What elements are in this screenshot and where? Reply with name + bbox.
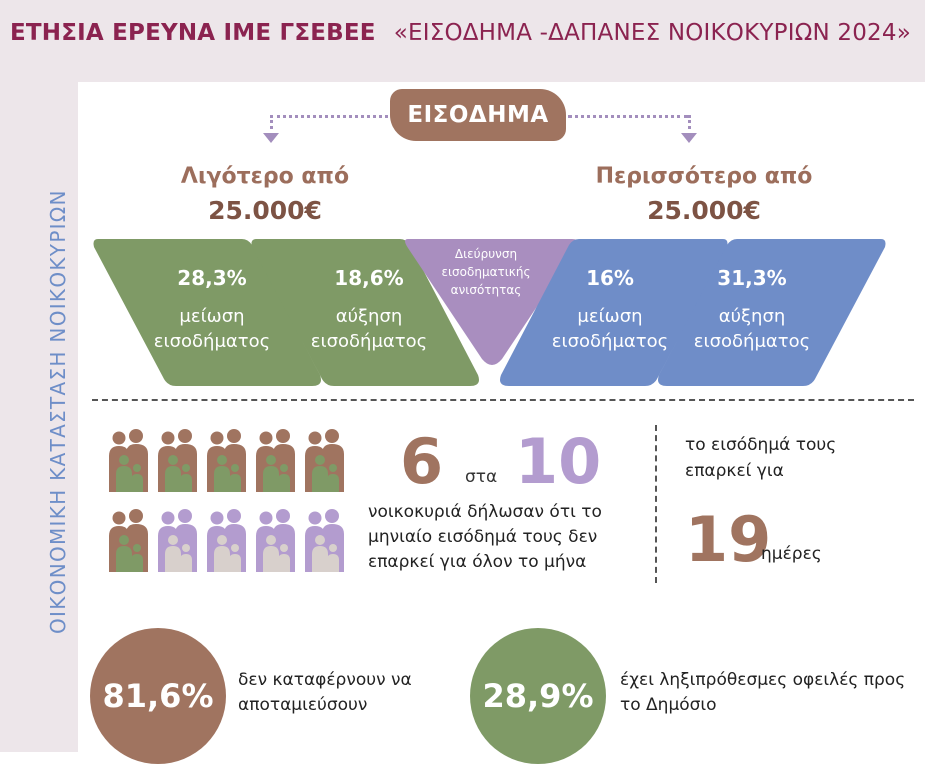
- income-box-3-line2: εισοδήματος: [551, 331, 669, 352]
- income-box-4-shape: [658, 239, 886, 386]
- income-box-1-line2: εισοδήματος: [153, 331, 271, 352]
- family-icon: [158, 509, 197, 572]
- income-box-1-line1: μείωση: [179, 306, 245, 327]
- more-than-value: 25.000€: [647, 196, 761, 225]
- debts-circle: 28,9%: [470, 628, 606, 764]
- family-icon: [207, 429, 246, 492]
- connector-right-drop: [688, 115, 691, 129]
- vertical-divider: [655, 425, 657, 583]
- inequality-triangle: [405, 239, 579, 365]
- connector-left-drop: [270, 115, 273, 129]
- income-box-2-shape: [251, 239, 479, 386]
- connector-right: [568, 115, 688, 118]
- income-box-2-pct: 18,6%: [334, 266, 404, 290]
- arrow-down-right-icon: [681, 133, 697, 143]
- section-divider: [92, 399, 914, 401]
- households-description: νοικοκυριά δήλωσαν ότι το μηνιαίο εισόδη…: [368, 502, 602, 572]
- more-than-label: Περισσότερο από 25.000€: [584, 160, 824, 228]
- income-pill: ΕΙΣΟΔΗΜΑ: [390, 89, 566, 141]
- family-icon: [158, 429, 197, 492]
- page-title: ΕΤΗΣΙΑ ΕΡΕΥΝΑ ΙΜΕ ΓΣΕΒΕΕ «ΕΙΣΟΔΗΜΑ -ΔΑΠΑΝ…: [10, 20, 911, 46]
- savings-text: δεν καταφέρνουν να αποταμιεύσουν: [238, 670, 412, 715]
- title-main: ΕΤΗΣΙΑ ΕΡΕΥΝΑ ΙΜΕ ΓΣΕΒΕΕ: [10, 20, 376, 46]
- inequality-label: Διεύρυνση εισοδηματικής ανισότητας: [441, 247, 531, 297]
- income-box-2: 18,6% αύξηση εισοδήματος: [250, 239, 482, 386]
- connector-left: [270, 115, 388, 118]
- family-icon: [305, 429, 344, 492]
- title-subtitle: «ΕΙΣΟΔΗΜΑ -ΔΑΠΑΝΕΣ ΝΟΙΚΟΚΥΡΙΩΝ 2024»: [393, 20, 911, 46]
- less-than-label: Λιγότερο από 25.000€: [150, 160, 380, 228]
- income-box-1: 28,3% μείωση εισοδήματος: [92, 239, 324, 386]
- income-box-4-text: 31,3% αύξηση εισοδήματος: [677, 266, 827, 354]
- family-icon: [256, 509, 295, 572]
- households-count: 6: [400, 425, 444, 498]
- more-than-text: Περισσότερο από: [595, 164, 813, 189]
- less-than-value: 25.000€: [208, 196, 322, 225]
- income-box-3-pct: 16%: [586, 266, 634, 290]
- family-icon: [256, 429, 295, 492]
- debts-text: έχει ληξιπρόθεσμες οφειλές προς το Δημόσ…: [620, 670, 906, 715]
- duration-label: το εισόδημά τους επαρκεί για: [685, 435, 837, 481]
- family-icon: [305, 509, 344, 572]
- households-total: 10: [515, 425, 602, 498]
- family-icon: [109, 509, 148, 572]
- income-box-2-line2: εισοδήματος: [310, 331, 428, 352]
- arrow-down-left-icon: [263, 133, 279, 143]
- savings-circle: 81,6%: [90, 628, 226, 764]
- income-box-1-shape: [93, 239, 321, 386]
- income-box-4: 31,3% αύξηση εισοδήματος: [655, 239, 887, 386]
- income-box-4-line2: εισοδήματος: [693, 331, 811, 352]
- family-icon: [207, 509, 246, 572]
- header-bar: ΕΤΗΣΙΑ ΕΡΕΥΝΑ ΙΜΕ ΓΣΕΒΕΕ «ΕΙΣΟΔΗΜΑ -ΔΑΠΑΝ…: [0, 0, 925, 82]
- income-box-2-text: 18,6% αύξηση εισοδήματος: [294, 266, 444, 354]
- sidebar: [0, 82, 78, 752]
- income-box-3: 16% μείωση εισοδήματος: [497, 239, 729, 386]
- sidebar-label: ΟΙΚΟΝΟΜΙΚΗ ΚΑΤΑΣΤΑΣΗ ΝΟΙΚΟΚΥΡΙΩΝ: [46, 189, 70, 634]
- income-box-4-line1: αύξηση: [718, 306, 786, 327]
- income-box-4-pct: 31,3%: [717, 266, 787, 290]
- households-of-word: στα: [465, 467, 498, 487]
- income-box-1-pct: 28,3%: [177, 266, 247, 290]
- income-box-3-line1: μείωση: [577, 306, 643, 327]
- less-than-text: Λιγότερο από: [180, 164, 350, 189]
- duration-unit: ημέρες: [761, 544, 822, 564]
- income-box-3-shape: [500, 239, 728, 386]
- income-box-1-text: 28,3% μείωση εισοδήματος: [152, 266, 272, 354]
- family-icon: [109, 429, 148, 492]
- income-box-2-line1: αύξηση: [335, 306, 403, 327]
- income-box-3-text: 16% μείωση εισοδήματος: [535, 266, 685, 354]
- duration-days: 19: [685, 503, 772, 576]
